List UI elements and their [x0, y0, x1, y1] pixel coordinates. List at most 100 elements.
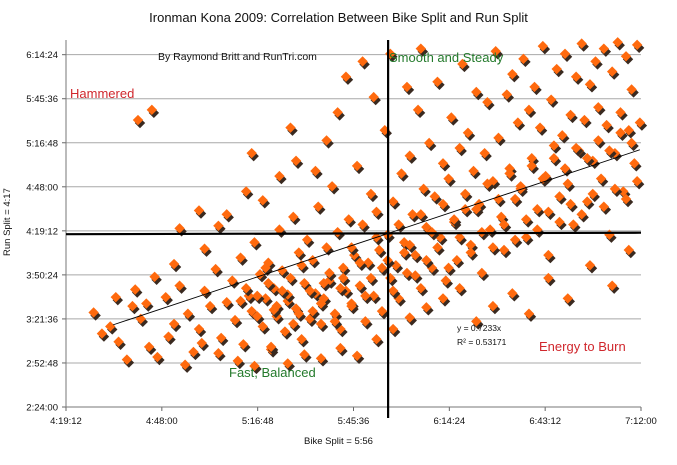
data-point — [562, 178, 573, 189]
data-point — [360, 290, 371, 302]
trendline-equation: y = 0.7233x — [457, 323, 502, 333]
data-point — [576, 38, 587, 49]
data-point — [548, 140, 560, 151]
data-point — [471, 316, 482, 327]
data-point — [210, 263, 221, 275]
data-point — [132, 114, 144, 126]
data-point — [421, 255, 432, 266]
data-point — [412, 104, 424, 116]
data-point — [421, 221, 432, 233]
y-tick-label: 2:24:00 — [26, 403, 58, 414]
data-point — [565, 109, 576, 121]
data-point — [476, 267, 488, 279]
trendline-r-squared: R² = 0.53171 — [457, 337, 507, 347]
reference-lines — [65, 40, 642, 418]
data-point — [482, 178, 493, 189]
data-point — [174, 223, 185, 234]
data-point — [515, 183, 526, 195]
data-point — [279, 326, 291, 337]
data-point — [443, 262, 454, 274]
data-point — [288, 211, 299, 223]
data-point — [396, 168, 407, 179]
data-point — [204, 300, 216, 312]
data-point — [487, 175, 499, 187]
data-point — [321, 242, 332, 253]
data-point — [451, 255, 463, 266]
data-point — [507, 288, 518, 299]
data-point — [496, 211, 507, 223]
y-tick-label: 3:50:24 — [26, 270, 58, 281]
trendline — [112, 149, 641, 326]
data-point — [570, 71, 582, 82]
data-point — [293, 308, 305, 319]
data-point — [465, 247, 476, 258]
data-point — [404, 239, 415, 251]
data-point — [385, 48, 396, 59]
data-point — [584, 79, 596, 90]
data-point — [421, 302, 432, 313]
data-point — [520, 232, 532, 243]
data-point — [526, 160, 537, 172]
data-point — [376, 262, 388, 274]
data-point — [498, 244, 510, 256]
y-tick-label: 3:21:36 — [26, 314, 58, 325]
data-point — [324, 267, 335, 279]
data-point — [598, 201, 610, 212]
data-point — [354, 257, 366, 268]
data-point — [313, 201, 324, 212]
data-point — [238, 339, 249, 350]
data-point — [235, 252, 246, 263]
x-tick-label: 5:45:36 — [338, 416, 370, 427]
data-point — [545, 94, 557, 105]
data-point — [598, 43, 610, 54]
data-point — [437, 293, 449, 304]
data-point — [446, 112, 457, 123]
data-point — [296, 334, 307, 345]
data-point — [387, 323, 399, 335]
data-point — [410, 249, 421, 261]
data-point — [257, 321, 268, 332]
data-points — [88, 37, 648, 375]
data-point — [423, 137, 435, 149]
data-point — [443, 173, 454, 184]
data-point — [263, 277, 274, 289]
data-point — [418, 183, 429, 195]
quadrant-label-energy-to-burn: Energy to Burn — [539, 339, 626, 354]
data-point — [96, 328, 108, 339]
data-point — [415, 209, 427, 220]
y-axis-title: Run Split = 4:17 — [2, 188, 13, 256]
data-point — [454, 142, 465, 154]
data-point — [318, 277, 329, 289]
quadrant-label-fast-balanced: Fast, Balanced — [229, 365, 316, 380]
y-tick-label: 4:48:00 — [26, 182, 58, 193]
data-point — [398, 247, 410, 258]
data-point — [626, 137, 637, 149]
data-point — [365, 272, 377, 284]
data-point — [620, 51, 632, 62]
data-point — [249, 237, 260, 248]
data-point — [149, 271, 160, 282]
data-point — [301, 234, 313, 246]
data-point — [221, 297, 232, 308]
x-tick-label: 4:19:12 — [50, 416, 82, 427]
data-point — [143, 341, 155, 353]
data-point — [454, 232, 465, 243]
data-point — [462, 127, 474, 138]
x-tick-label: 6:14:24 — [433, 416, 465, 427]
data-point — [285, 272, 296, 284]
data-point — [329, 308, 341, 319]
data-point — [368, 91, 379, 103]
data-point — [290, 155, 302, 167]
data-point — [532, 204, 543, 215]
data-point — [482, 96, 493, 108]
data-point — [404, 150, 415, 161]
data-point — [576, 209, 587, 220]
data-point — [274, 224, 285, 235]
data-point — [268, 304, 280, 316]
data-point — [526, 153, 537, 164]
data-point — [196, 337, 207, 349]
run-average-line — [65, 231, 642, 236]
data-point — [340, 71, 352, 82]
data-point — [227, 275, 238, 286]
